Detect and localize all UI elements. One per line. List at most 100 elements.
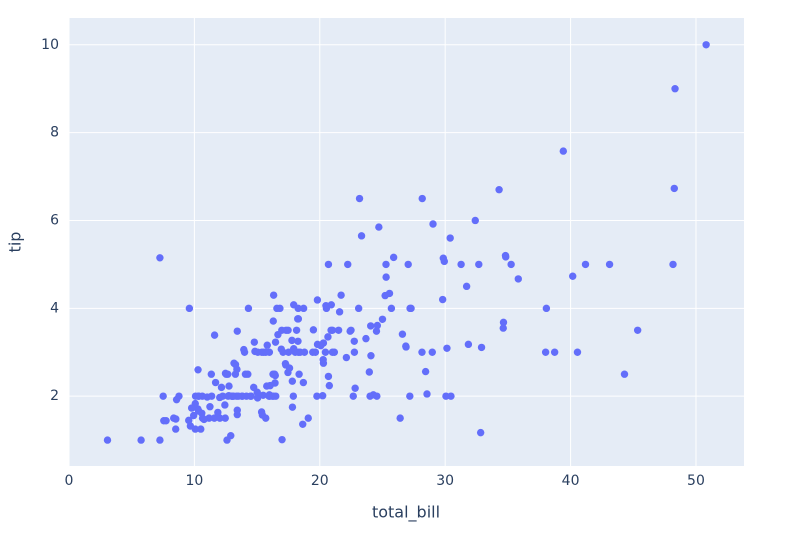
point <box>294 337 302 345</box>
point <box>253 394 262 402</box>
point <box>514 275 522 283</box>
point <box>211 378 220 387</box>
point <box>324 333 332 341</box>
point <box>219 392 227 400</box>
y-tick-label: 4 <box>50 300 59 316</box>
point <box>250 383 258 392</box>
point <box>231 370 240 378</box>
point <box>317 341 325 350</box>
point <box>423 390 431 398</box>
point <box>210 331 219 339</box>
point <box>294 304 302 313</box>
point <box>559 147 568 155</box>
point <box>462 282 471 291</box>
point <box>439 254 448 262</box>
x-tick-label: 30 <box>436 473 454 489</box>
point <box>246 392 255 400</box>
point <box>671 85 679 93</box>
point <box>334 326 343 334</box>
y-tick-label: 8 <box>50 125 59 141</box>
point <box>569 272 577 280</box>
point <box>421 367 430 376</box>
point <box>502 253 510 261</box>
point <box>217 383 226 392</box>
point <box>477 343 486 352</box>
point <box>262 414 270 422</box>
point <box>137 436 145 444</box>
point <box>284 348 293 356</box>
point <box>260 348 268 356</box>
point <box>319 356 327 364</box>
point <box>372 327 381 335</box>
point <box>475 260 483 269</box>
plot-background <box>69 18 744 466</box>
point <box>214 408 222 417</box>
point <box>382 273 390 281</box>
point <box>446 234 454 242</box>
point <box>541 348 550 356</box>
point <box>357 232 366 240</box>
point <box>103 436 112 444</box>
point <box>299 304 308 313</box>
point <box>328 348 337 356</box>
point <box>269 291 278 299</box>
point <box>299 420 307 428</box>
point <box>240 348 249 356</box>
point <box>241 370 250 378</box>
point <box>322 304 331 313</box>
point <box>344 260 352 269</box>
point <box>299 378 308 387</box>
x-tick-label: 0 <box>65 473 74 489</box>
point <box>271 379 279 387</box>
point <box>324 372 333 381</box>
point <box>279 348 287 356</box>
point <box>550 348 559 356</box>
point <box>225 382 233 390</box>
point <box>216 414 224 422</box>
point <box>309 326 318 334</box>
point <box>406 392 414 400</box>
point <box>185 416 193 425</box>
point <box>288 336 296 345</box>
y-tick-label: 10 <box>41 37 59 53</box>
point <box>200 415 208 424</box>
point <box>257 408 266 416</box>
point <box>313 392 321 400</box>
point <box>342 353 351 362</box>
point <box>187 404 196 412</box>
point <box>620 370 629 378</box>
point <box>259 391 267 399</box>
point <box>321 348 330 356</box>
y-tick-label: 6 <box>50 212 59 228</box>
point <box>221 401 229 409</box>
point <box>396 414 404 422</box>
point <box>269 317 277 325</box>
point <box>365 368 374 376</box>
point <box>581 260 590 269</box>
x-tick-label: 20 <box>311 473 329 489</box>
point <box>349 392 357 400</box>
point <box>362 334 370 343</box>
point <box>605 260 614 269</box>
point <box>244 304 253 313</box>
point <box>233 410 241 419</box>
point <box>464 340 473 349</box>
point <box>206 403 214 411</box>
point <box>381 291 389 300</box>
point <box>210 414 219 422</box>
point <box>428 348 436 356</box>
point <box>476 428 485 437</box>
point <box>289 392 298 400</box>
point <box>189 411 198 420</box>
point <box>389 253 398 262</box>
point <box>207 370 216 378</box>
point <box>234 392 243 400</box>
point <box>366 392 374 400</box>
point <box>387 304 396 313</box>
point <box>350 348 359 356</box>
point <box>268 392 276 400</box>
point <box>191 425 199 433</box>
point <box>327 326 335 334</box>
x-tick-label: 10 <box>185 473 203 489</box>
